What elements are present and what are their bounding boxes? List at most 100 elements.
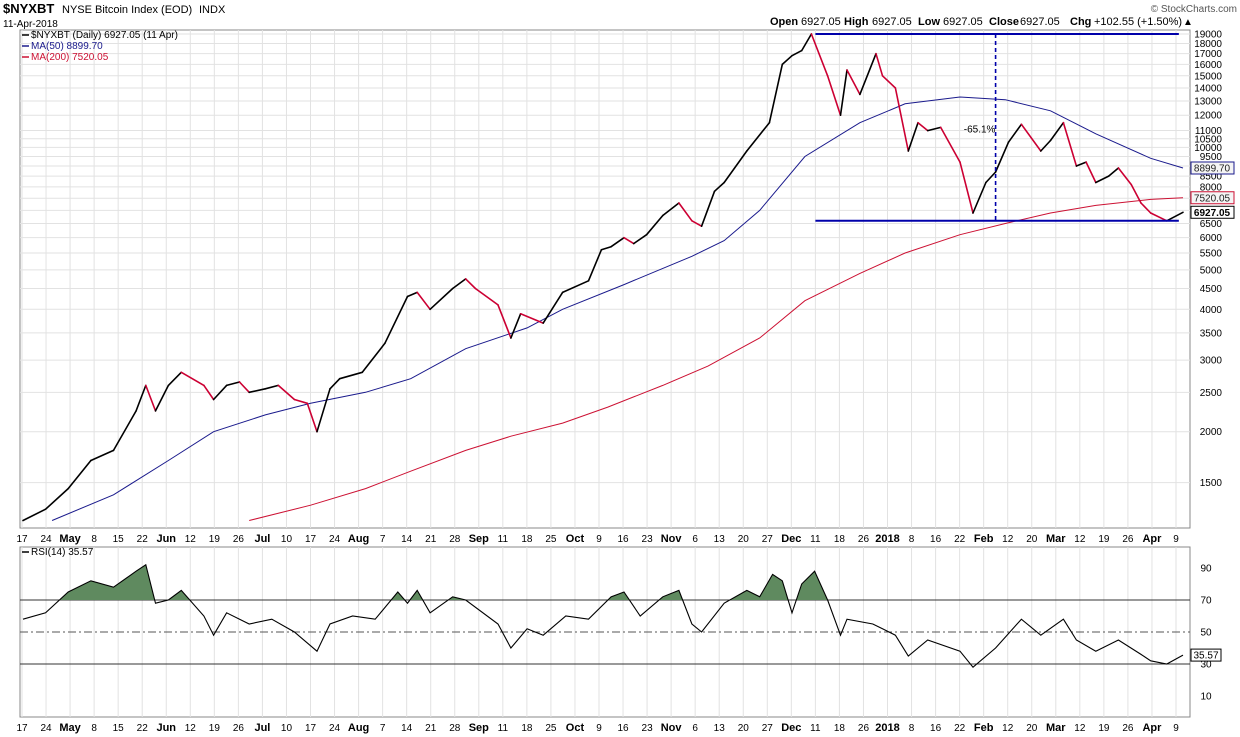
quote-readout: Open 6927.05 High 6927.05 Low 6927.05 Cl… [770,16,1193,28]
rsi-x-tick: 16 [930,723,942,734]
chart-title: NYSE Bitcoin Index (EOD) [62,4,192,16]
price-y-tick: 12000 [1194,111,1222,122]
price-segment [610,236,625,248]
price-y-tick: 2500 [1200,388,1223,399]
price-x-tick: 17 [305,534,317,545]
price-segment [723,150,748,184]
axis-badge-label: 6927.05 [1194,208,1231,219]
price-segment [791,49,803,57]
axis-badge [1190,161,1235,175]
rsi-x-tick: 13 [714,723,726,734]
price-segment [406,291,419,298]
price-segment [600,245,612,251]
rsi-x-tick: 24 [329,723,341,734]
price-y-tick: 8500 [1200,172,1223,183]
price-y-tick: 16000 [1194,60,1222,71]
price-segment [645,214,664,236]
price-y-tick: 6500 [1200,219,1223,230]
rsi-x-tick: 12 [185,723,197,734]
price-segment [768,63,784,124]
price-x-tick: 17 [16,534,28,545]
price-x-tick: 24 [40,534,52,545]
price-legend: $NYXBT (Daily) 6927.05 (11 Apr) MA(50) 8… [22,30,178,63]
rsi-value-label: 35.57 [1193,651,1218,662]
price-segment [926,126,942,132]
rsi-y-tick: 70 [1200,596,1212,607]
low-label: Low [918,16,940,28]
price-y-tick: 10000 [1194,143,1222,154]
rsi-x-tick: 9 [1173,723,1179,734]
rsi-x-tick: 22 [137,723,149,734]
rsi-x-tick: 11 [810,723,821,734]
ma50-path [51,96,1184,521]
price-segment [338,371,364,380]
rsi-x-tick: 25 [545,723,557,734]
close-label: Close [989,16,1019,28]
price-y-tick: 10500 [1194,134,1222,145]
rsi-x-tick: 19 [1098,723,1110,734]
high-value: 6927.05 [872,16,912,28]
rsi-fill-area [607,592,630,600]
rsi-x-tick: 12 [1074,723,1086,734]
price-y-tick: 4000 [1200,305,1223,316]
rsi-x-tick: 9 [596,723,602,734]
price-x-tick: 10 [281,534,293,545]
price-segment [154,384,170,412]
price-x-tick: 18 [521,534,533,545]
price-segment [781,54,793,66]
low-value: 6927.05 [943,16,983,28]
price-x-tick: 12 [185,534,197,545]
rsi-fill-area [168,590,190,600]
chart-exchange: INDX [199,4,226,16]
close-value: 6927.05 [1020,16,1060,28]
rsi-x-tick: Jun [156,722,176,734]
price-segment [212,384,228,401]
rsi-label: RSI(14) 35.57 [31,547,94,558]
legend-price: $NYXBT (Daily) 6927.05 (11 Apr) [31,30,178,41]
price-x-tick: 21 [425,534,437,545]
rsi-x-tick: 17 [16,723,28,734]
price-segment [839,69,848,116]
price-x-tick: Jun [156,533,176,545]
rsi-fill-area [796,571,828,600]
price-y-tick: 17000 [1194,49,1222,60]
price-grid [20,30,1190,528]
price-segment [1095,175,1110,184]
price-x-tick: 26 [233,534,245,545]
chart-date: 11-Apr-2018 [3,19,58,30]
price-x-tick: Oct [566,533,585,545]
price-segment [1062,121,1078,167]
price-x-tick: 23 [642,534,654,545]
ma200-line [249,197,1184,521]
rsi-legend: RSI(14) 35.57 [22,547,94,558]
price-y-tick: 19000 [1194,30,1222,41]
price-segment [894,87,910,152]
rsi-y-tick: 10 [1200,692,1212,703]
drop-label: -65.1% [964,125,996,136]
price-segment [1117,167,1133,186]
price-x-tick: 20 [1026,534,1038,545]
rsi-x-tick: Aug [348,722,369,734]
price-segment [1140,202,1152,214]
price-x-tick: Feb [974,533,994,545]
axis-badge [1190,205,1235,219]
price-x-tick: Dec [781,533,801,545]
price-segment [875,52,884,77]
rsi-fill-area [729,574,789,600]
rsi-x-tick: Apr [1142,722,1162,734]
price-x-tick: 12 [1074,534,1086,545]
price-x-tick: Nov [661,533,683,545]
price-segment [810,33,829,77]
price-segment [238,381,250,394]
price-y-tick: 9500 [1200,152,1223,163]
price-segment [859,52,877,96]
price-y-tick: 4500 [1200,284,1223,295]
price-segment [1166,211,1184,222]
rsi-x-tick: Sep [469,722,489,734]
rsi-x-tick: 19 [209,723,221,734]
open-label: Open [770,16,798,28]
rsi-x-tick: 21 [425,723,437,734]
price-y-tick: 2000 [1200,427,1223,438]
price-segment [67,459,92,490]
